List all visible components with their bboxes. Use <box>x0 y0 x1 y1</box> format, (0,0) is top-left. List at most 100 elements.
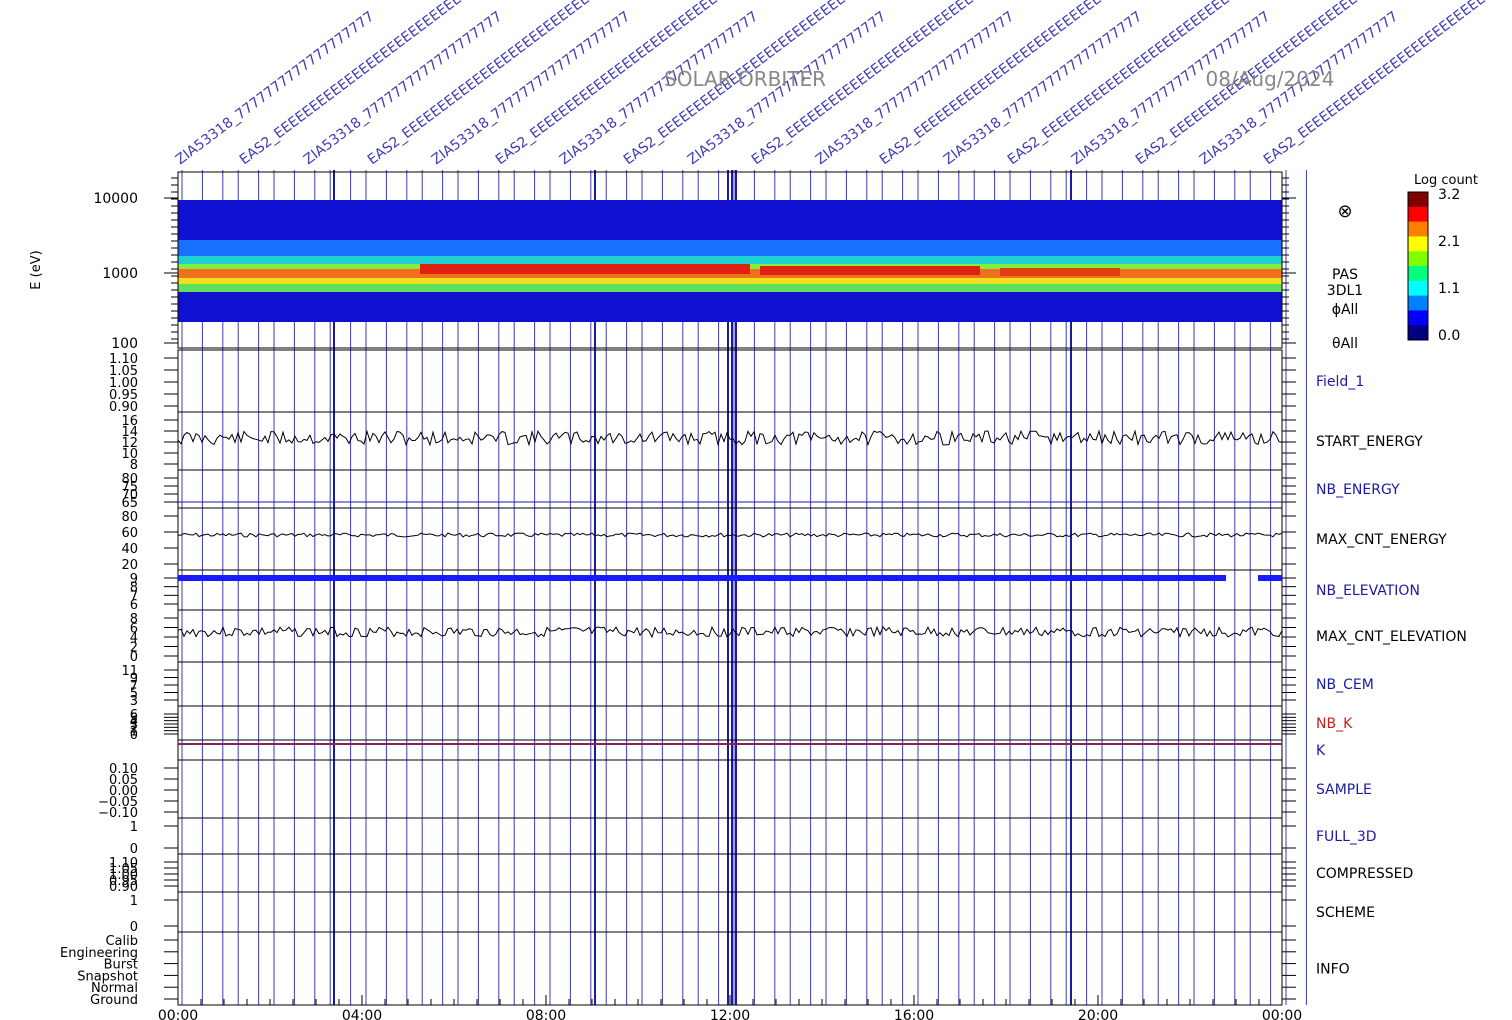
panel-label: SAMPLE <box>1316 782 1372 798</box>
panel-y-tick: 10 <box>121 447 138 462</box>
spectrogram-peak <box>420 264 750 274</box>
colorbar-swatch <box>1408 266 1428 282</box>
colorbar-swatch <box>1408 221 1428 237</box>
spectrogram-peak <box>1000 268 1120 276</box>
panel-label: FULL_3D <box>1316 829 1377 845</box>
spectrogram-band <box>178 240 1282 258</box>
panel-y-tick: 0.05 <box>109 773 138 788</box>
spectrogram-frame <box>177 171 1283 349</box>
x-tick-label: 08:00 <box>526 1008 566 1020</box>
nb-elevation-band <box>178 575 1226 581</box>
spectrogram-band <box>178 256 1282 264</box>
spectrogram-peak <box>760 266 980 275</box>
start-energy-trace <box>177 429 1283 447</box>
spectrogram-right-label: PAS <box>1332 267 1358 283</box>
panel-y-tick: 60 <box>121 526 138 541</box>
panel-y-tick: 2 <box>130 641 138 656</box>
panel-y-tick: 0.00 <box>109 784 138 799</box>
panel-y-tick: 0.90 <box>109 400 138 415</box>
colorbar-swatch <box>1408 192 1428 208</box>
panel-y-tick: 14 <box>121 425 138 440</box>
panel-y-tick: 70 <box>121 488 138 503</box>
panel-y-tick: 12 <box>121 436 138 451</box>
max-cnt-energy-trace <box>177 532 1283 538</box>
axes: 00:00 04:00 08:00 12:00 16:00 20:00 00:00 <box>158 995 1302 1020</box>
panel-y-tick: 0.95 <box>109 874 138 889</box>
panel-y-tick: 7 <box>130 679 138 694</box>
plot-date: 08/Aug/2024 <box>1206 67 1335 91</box>
panel-y-tick: 20 <box>121 558 138 573</box>
nb-elevation-band <box>1258 575 1282 581</box>
colorbar-swatch <box>1408 310 1428 326</box>
spectrogram-y-tick: 1000 <box>102 266 138 282</box>
spectrogram-band <box>178 278 1282 284</box>
panel-label: NB_ELEVATION <box>1316 583 1420 599</box>
panel-y-tick: 6 <box>130 708 138 723</box>
panel-y-tick: 2 <box>130 721 138 736</box>
panel-y-tick: 0 <box>130 650 138 665</box>
panel-y-tick: −0.05 <box>98 795 138 810</box>
panel-y-tick: 7 <box>130 589 138 604</box>
max-cnt-elevation-trace <box>177 625 1283 639</box>
x-tick-label: 16:00 <box>894 1008 934 1020</box>
spectrogram-right-label: θAll <box>1332 336 1358 352</box>
panel-y-tick: 5 <box>130 711 138 726</box>
panel-y-tick: 80 <box>121 472 138 487</box>
panel-y-tick: Burst <box>104 958 138 973</box>
panel-y-tick: 3 <box>130 694 138 709</box>
panel-y-tick: 0.10 <box>109 762 138 777</box>
panel-y-tick: 8 <box>130 458 138 473</box>
panel-y-tick: Snapshot <box>77 969 138 984</box>
spectrogram-right-label: 3DL1 <box>1327 283 1363 299</box>
housekeeping-panels: 1.101.051.000.950.90Field_1161412108STAR… <box>60 349 1467 1008</box>
panel-y-tick: 8 <box>130 612 138 627</box>
panel-label: MAX_CNT_ELEVATION <box>1316 629 1467 645</box>
direction-icon: ⊗ <box>1337 201 1352 222</box>
panel-y-tick: Calib <box>105 934 138 949</box>
spectrogram-band <box>178 284 1282 292</box>
colorbar-tick: 2.1 <box>1438 234 1460 250</box>
panel-y-tick: 1.10 <box>109 352 138 367</box>
spectrogram-ylabel: E (eV) <box>29 250 44 289</box>
colorbar-swatch <box>1408 295 1428 311</box>
panel-y-tick: 0.90 <box>109 880 138 895</box>
panel-y-tick: 1.05 <box>109 862 138 877</box>
panel-y-tick: 8 <box>130 581 138 596</box>
panel-y-tick: 1.10 <box>109 856 138 871</box>
panel-y-tick: 16 <box>121 414 138 429</box>
panel-y-tick: 6 <box>130 598 138 613</box>
panel-label: NB_K <box>1316 716 1353 732</box>
mission-title: SOLAR ORBITER <box>664 67 826 91</box>
spectrogram-band <box>178 292 1282 322</box>
colorbar-swatch <box>1408 251 1428 267</box>
panel-y-tick: −0.10 <box>98 806 138 821</box>
colorbar-swatch <box>1408 206 1428 223</box>
panel-y-tick: 80 <box>121 510 138 525</box>
panel-y-tick: 3 <box>130 718 138 733</box>
x-tick-label: 00:00 <box>1262 1008 1302 1020</box>
panel-y-tick: 0 <box>130 842 138 857</box>
panel-y-tick: 1.00 <box>109 868 138 883</box>
colorbar-swatch <box>1408 280 1428 297</box>
panel-y-tick: 1 <box>130 894 138 909</box>
panel-y-tick: 75 <box>121 480 138 495</box>
x-tick-label: 04:00 <box>342 1008 382 1020</box>
colorbar-swatch <box>1408 236 1428 252</box>
colorbar-frame <box>1407 191 1429 341</box>
panel-y-tick: 11 <box>121 664 138 679</box>
panel-y-tick: Engineering <box>60 946 138 961</box>
panel-y-tick: 1 <box>130 820 138 835</box>
panel-label: NB_CEM <box>1316 677 1374 693</box>
colorbar-tick: 1.1 <box>1438 281 1460 297</box>
panel-y-tick: 1 <box>130 725 138 740</box>
x-tick-label: 00:00 <box>158 1008 198 1020</box>
colorbar-title: Log count <box>1414 173 1478 188</box>
panel-label: SCHEME <box>1316 905 1375 921</box>
panel-y-tick: Ground <box>90 993 138 1008</box>
panel-label: MAX_CNT_ENERGY <box>1316 532 1447 548</box>
panel-label: K <box>1316 743 1326 759</box>
panel-y-tick: 0 <box>130 920 138 935</box>
panel-y-tick: 65 <box>121 496 138 511</box>
